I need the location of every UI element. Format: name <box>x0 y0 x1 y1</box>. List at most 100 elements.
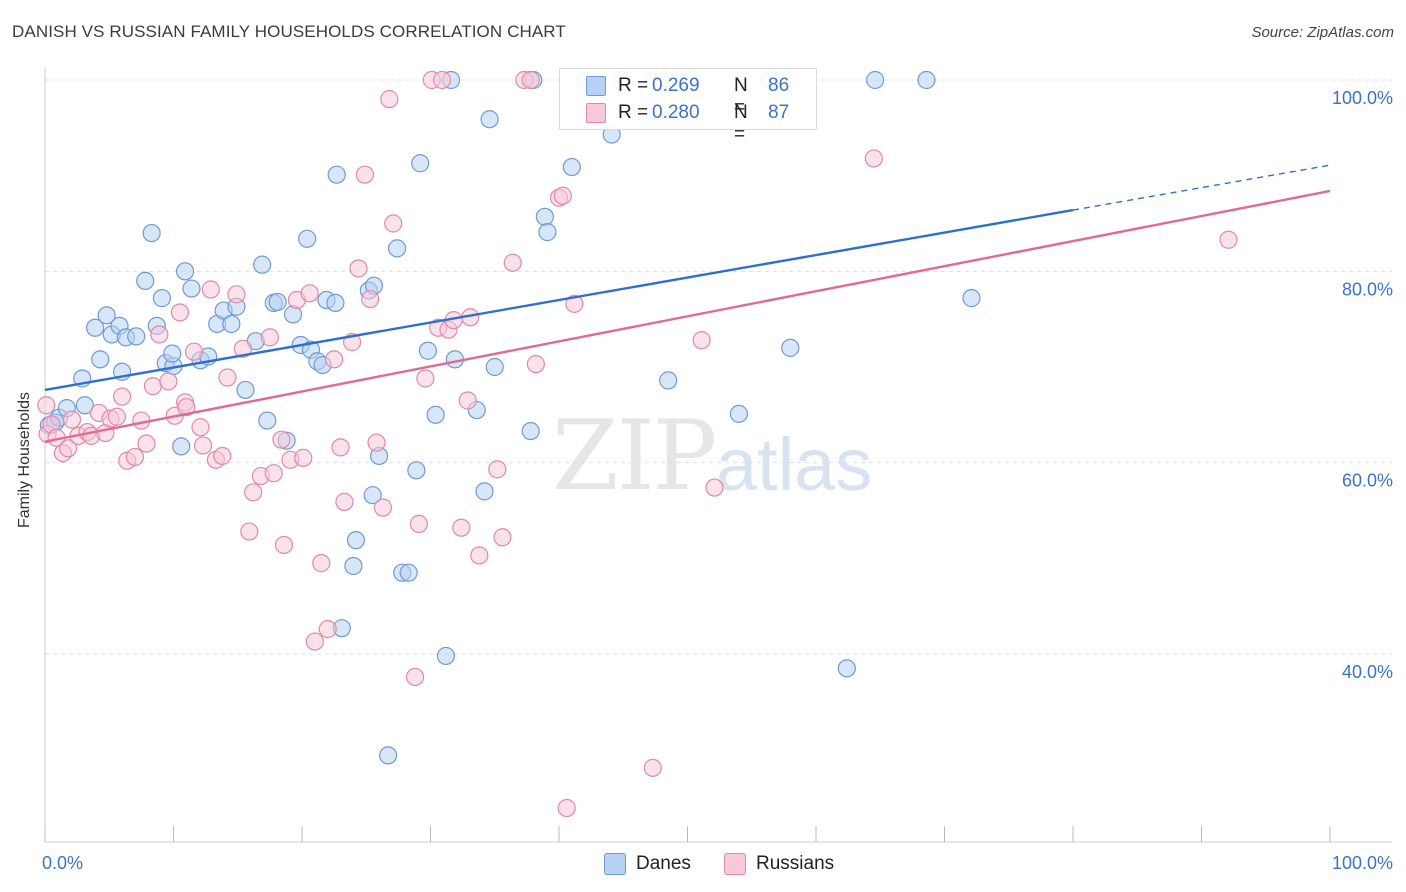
russians-point <box>361 289 380 309</box>
russians-point <box>213 446 232 466</box>
russians-point <box>177 398 196 417</box>
danes-point <box>535 207 554 226</box>
russians-point <box>170 303 190 322</box>
danes-point <box>378 746 398 765</box>
russians-point <box>143 377 163 396</box>
russians-point <box>553 186 572 205</box>
russians-point <box>107 407 127 426</box>
russians-point <box>62 410 82 429</box>
russians-point <box>458 391 477 410</box>
danes-point <box>485 357 504 377</box>
danes-point <box>91 350 110 369</box>
russians-point <box>272 430 291 449</box>
russians-point <box>331 438 350 457</box>
danes-point <box>86 318 105 337</box>
russians-r-value: 0.280 <box>652 102 700 123</box>
tick-labels: 40.0% 60.0% 80.0% 100.0% 0.0% 100.0% <box>42 88 1393 873</box>
russians-point <box>384 214 403 233</box>
russians-point <box>184 342 204 361</box>
danes-point <box>163 344 182 363</box>
russians-point <box>325 350 344 369</box>
russians-point <box>373 498 393 517</box>
russians-point <box>59 439 78 458</box>
russians-point <box>240 522 259 541</box>
russians-point <box>367 433 386 452</box>
danes-r-value: 0.269 <box>652 75 700 96</box>
danes-point <box>344 556 363 576</box>
russians-point <box>274 535 294 555</box>
russians-point <box>218 368 237 387</box>
danes-point <box>729 404 749 423</box>
danes-point <box>475 482 494 501</box>
danes-point <box>298 229 317 248</box>
bottom-legend-danes: Danes <box>604 852 691 876</box>
danes-point <box>781 338 800 357</box>
russians-r-label: R = <box>618 102 649 123</box>
russians-point <box>264 464 283 483</box>
danes-point <box>538 223 557 242</box>
y-tick-label: 60.0% <box>1342 471 1393 491</box>
russians-point <box>452 518 471 537</box>
danes-point <box>222 314 241 334</box>
danes-point <box>172 437 191 456</box>
danes-point <box>175 262 195 281</box>
danes-point <box>346 531 366 550</box>
danes-point <box>97 306 116 325</box>
russians-point <box>233 339 252 358</box>
chart-title: DANISH VS RUSSIAN FAMILY HOUSEHOLDS CORR… <box>12 22 566 41</box>
danes-point <box>363 486 382 505</box>
russians-point <box>125 447 145 467</box>
russians-point <box>318 620 337 639</box>
danes-point <box>436 646 456 666</box>
danes-point <box>127 327 146 346</box>
russians-point <box>692 331 711 350</box>
danes-point <box>962 289 981 308</box>
danes-trend-line <box>44 208 1074 392</box>
russians-point <box>335 492 354 511</box>
russians-point <box>432 70 452 90</box>
russians-points <box>37 70 1238 818</box>
russians-point <box>1219 230 1238 249</box>
russians-legend-label: Russians <box>756 853 835 874</box>
russians-legend-swatch <box>724 853 746 875</box>
russians-point <box>380 90 399 109</box>
y-tick-label: 80.0% <box>1342 279 1393 299</box>
trend-lines <box>44 164 1331 443</box>
russians-point <box>112 387 132 406</box>
russians-point <box>305 632 324 651</box>
gridlines <box>45 79 1392 655</box>
danes-point <box>418 341 438 360</box>
russians-point <box>493 528 512 547</box>
watermark-zip: ZIP <box>552 400 717 512</box>
russians-point <box>557 798 576 818</box>
danes-point <box>407 461 426 480</box>
danes-point <box>521 421 540 441</box>
danes-n-value: 86 <box>768 75 790 96</box>
danes-point <box>142 223 161 243</box>
danes-point <box>75 396 94 415</box>
danes-point <box>326 293 345 313</box>
axes <box>44 68 1392 843</box>
russians-point <box>227 285 246 304</box>
russians-point <box>488 460 507 479</box>
russians-point <box>355 165 375 184</box>
russians-point <box>409 514 429 533</box>
russians-point <box>191 418 210 437</box>
danes-point <box>182 279 201 298</box>
bottom-legend-russians: Russians <box>724 852 834 876</box>
y-tick-label: 100.0% <box>1332 88 1393 108</box>
russians-point <box>349 259 368 278</box>
russians-point <box>503 253 522 272</box>
danes-swatch <box>586 76 606 96</box>
danes-point <box>253 255 272 274</box>
russians-point <box>470 546 489 565</box>
danes-r-label: R = <box>618 75 649 96</box>
russians-swatch <box>586 103 606 123</box>
correlation-legend: R = 0.269 N = 86 R = 0.280 N = 87 <box>559 68 817 145</box>
x-tick-label-max: 100.0% <box>1332 853 1393 873</box>
danes-point <box>258 411 277 430</box>
russians-point <box>159 372 178 391</box>
danes-point <box>917 70 936 90</box>
source-label: Source: ZipAtlas.com <box>1251 24 1394 41</box>
danes-point <box>562 157 581 177</box>
